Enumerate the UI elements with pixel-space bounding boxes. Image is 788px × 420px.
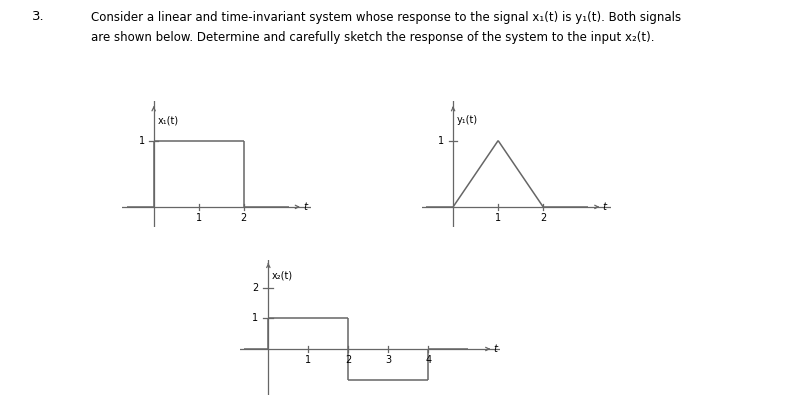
Text: 1: 1 xyxy=(252,313,258,323)
Text: y₁(t): y₁(t) xyxy=(457,116,478,126)
Text: 1: 1 xyxy=(495,213,501,223)
Text: t: t xyxy=(303,202,307,212)
Text: 2: 2 xyxy=(345,355,351,365)
Text: 1: 1 xyxy=(438,136,444,146)
Text: x₁(t): x₁(t) xyxy=(158,116,178,126)
Text: 3: 3 xyxy=(385,355,392,365)
Text: 1: 1 xyxy=(195,213,202,223)
Text: are shown below. Determine and carefully sketch the response of the system to th: are shown below. Determine and carefully… xyxy=(91,32,654,45)
Text: x₂(t): x₂(t) xyxy=(272,270,292,280)
Text: 1: 1 xyxy=(305,355,311,365)
Text: 2: 2 xyxy=(540,213,546,223)
Text: Consider a linear and time-invariant system whose response to the signal x₁(t) i: Consider a linear and time-invariant sys… xyxy=(91,10,681,24)
Text: 2: 2 xyxy=(252,283,258,293)
Text: 1: 1 xyxy=(139,136,145,146)
Text: t: t xyxy=(493,344,497,354)
Text: 4: 4 xyxy=(426,355,432,365)
Text: 2: 2 xyxy=(240,213,247,223)
Text: t: t xyxy=(603,202,607,212)
Text: 3.: 3. xyxy=(32,10,44,24)
